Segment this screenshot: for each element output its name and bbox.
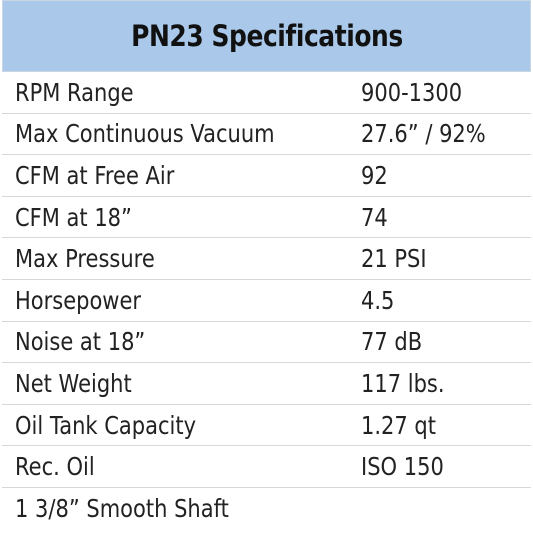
spec-row-shaft: 1 3/8” Smooth Shaft [2,488,531,530]
spec-label: RPM Range [15,77,134,107]
spec-value: ISO 150 [361,452,444,482]
spec-label: CFM at 18” [15,202,132,232]
spec-value: 117 lbs. [361,368,445,398]
spec-value: 92 [361,160,388,190]
spec-value: 74 [361,202,388,232]
spec-label: Oil Tank Capacity [15,410,197,440]
spec-row-max-pressure: Max Pressure 21 PSI [2,238,531,280]
spec-value: 1.27 qt [361,410,437,440]
spec-row-oil-tank-capacity: Oil Tank Capacity 1.27 qt [2,405,531,447]
spec-label: Noise at 18” [15,327,146,357]
spec-row-noise: Noise at 18” 77 dB [2,322,531,364]
spec-value: 27.6” / 92% [361,119,486,149]
spec-row-cfm-at-18: CFM at 18” 74 [2,197,531,239]
spec-row-horsepower: Horsepower 4.5 [2,280,531,322]
spec-value: 900-1300 [361,77,463,107]
spec-label: Max Pressure [15,244,155,274]
spec-label: Horsepower [15,285,142,315]
spec-row-cfm-free-air: CFM at Free Air 92 [2,155,531,197]
spec-row-net-weight: Net Weight 117 lbs. [2,363,531,405]
spec-label: 1 3/8” Smooth Shaft [15,494,229,524]
spec-label: Max Continuous Vacuum [15,119,275,149]
spec-title: PN23 Specifications [130,19,403,53]
spec-value: 77 dB [361,327,423,357]
spec-header: PN23 Specifications [2,0,531,72]
spec-row-rpm-range: RPM Range 900-1300 [2,72,531,114]
spec-label: CFM at Free Air [15,160,175,190]
spec-value: 21 PSI [361,244,427,274]
spec-value: 4.5 [361,285,395,315]
spec-label: Rec. Oil [15,452,95,482]
spec-row-rec-oil: Rec. Oil ISO 150 [2,446,531,488]
spec-row-max-continuous-vacuum: Max Continuous Vacuum 27.6” / 92% [2,114,531,156]
spec-label: Net Weight [15,368,132,398]
